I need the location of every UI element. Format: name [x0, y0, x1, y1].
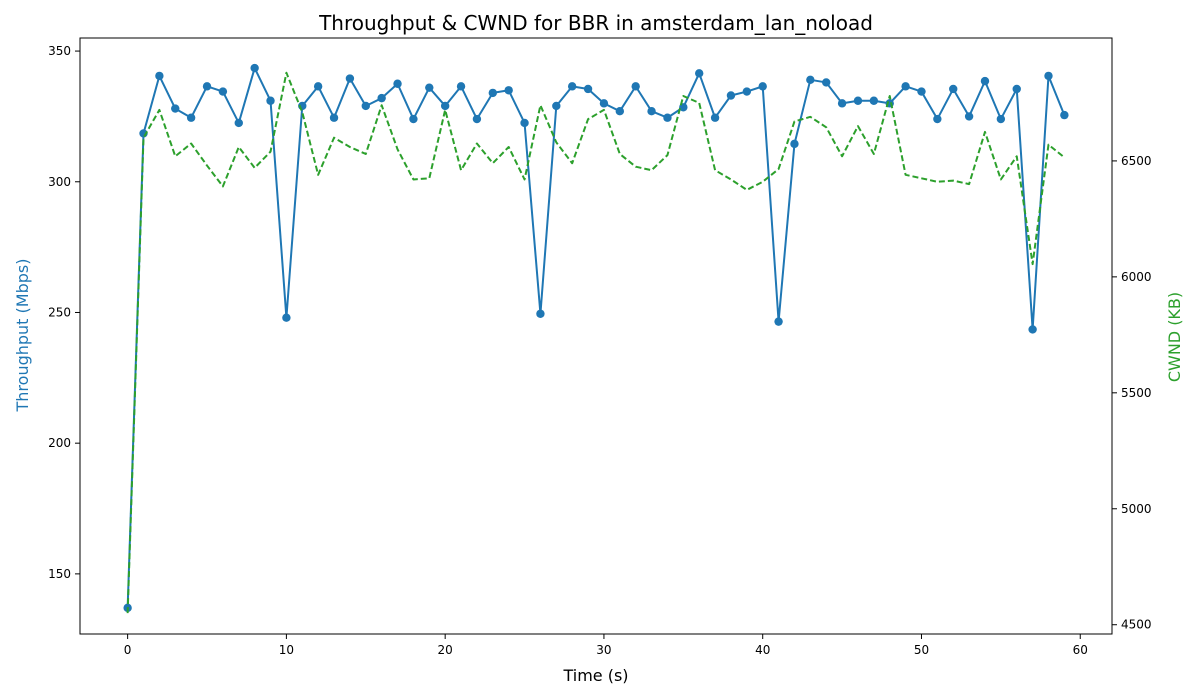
throughput-point — [901, 82, 910, 91]
plot-area — [123, 63, 1069, 614]
throughput-point — [504, 86, 513, 95]
throughput-point — [980, 76, 990, 86]
y-right-tick-label: 4500 — [1121, 618, 1152, 632]
x-tick-label: 20 — [438, 643, 453, 657]
throughput-point — [933, 114, 942, 124]
throughput-point — [171, 104, 180, 113]
throughput-point — [425, 83, 434, 92]
throughput-point — [472, 114, 482, 124]
throughput-point — [361, 101, 370, 111]
throughput-point — [710, 113, 720, 122]
y-right-tick-label: 6500 — [1121, 154, 1152, 168]
throughput-point — [695, 69, 704, 78]
throughput-point — [806, 75, 815, 85]
throughput-point — [599, 99, 609, 108]
throughput-point — [1044, 71, 1053, 81]
throughput-point — [1028, 325, 1037, 334]
x-tick-label: 50 — [914, 643, 929, 657]
throughput-point — [488, 88, 497, 98]
x-tick-label: 0 — [124, 643, 132, 657]
x-axis-label: Time (s) — [562, 666, 628, 685]
y-left-tick-label: 150 — [48, 567, 71, 581]
plot-frame — [79, 37, 1113, 635]
throughput-point — [837, 99, 847, 108]
throughput-point — [615, 106, 625, 116]
y-right-tick-label: 5000 — [1121, 502, 1152, 516]
throughput-point — [202, 82, 212, 91]
throughput-point — [822, 78, 831, 87]
throughput-point — [393, 79, 402, 88]
throughput-point — [409, 114, 418, 124]
throughput-point — [964, 112, 974, 121]
cwnd-line — [126, 71, 1065, 614]
throughput-point — [345, 74, 355, 83]
x-tick-label: 10 — [279, 643, 294, 657]
throughput-point — [631, 82, 640, 91]
y-axis-right-label: CWND (KB) — [1165, 292, 1184, 382]
throughput-point — [1060, 110, 1069, 120]
throughput-point — [329, 113, 339, 122]
chart-title: Throughput & CWND for BBR in amsterdam_l… — [318, 11, 873, 35]
throughput-point — [552, 101, 561, 111]
y-left-tick-label: 300 — [48, 175, 71, 189]
throughput-point — [234, 118, 243, 128]
throughput-point — [1012, 84, 1021, 94]
throughput-point — [456, 82, 466, 91]
throughput-point — [742, 87, 752, 96]
y-right-tick-label: 6000 — [1121, 270, 1152, 284]
throughput-point — [567, 82, 577, 91]
y-axis-left-label: Throughput (Mbps) — [13, 259, 32, 413]
throughput-point — [377, 93, 386, 103]
throughput-point — [583, 84, 593, 94]
throughput-point — [250, 63, 259, 73]
throughput-point — [186, 113, 196, 122]
throughput-point — [440, 101, 450, 111]
throughput-point — [520, 118, 529, 128]
throughput-point — [218, 87, 228, 96]
throughput-point — [282, 313, 291, 322]
x-tick-label: 40 — [755, 643, 770, 657]
y-left-tick-label: 200 — [48, 436, 71, 450]
throughput-point — [949, 84, 958, 94]
axes: 0 10 20 30 40 50 60 150 200 250 300 350 4500 5000 5500… — [48, 37, 1152, 657]
throughput-point — [774, 317, 783, 326]
throughput-point — [663, 113, 672, 122]
throughput-point — [996, 114, 1006, 124]
throughput-point — [536, 309, 545, 318]
throughput-point — [917, 87, 926, 96]
x-tick-label: 60 — [1073, 643, 1088, 657]
y-left-tick-label: 350 — [48, 44, 71, 58]
throughput-point — [790, 139, 799, 149]
throughput-point — [647, 106, 656, 116]
throughput-point — [726, 91, 736, 100]
y-left-tick-label: 250 — [48, 305, 71, 319]
throughput-point — [853, 96, 863, 105]
throughput-point — [266, 96, 275, 105]
x-tick-label: 30 — [596, 643, 611, 657]
throughput-point — [155, 71, 164, 81]
y-right-tick-label: 5500 — [1121, 386, 1152, 400]
throughput-point — [869, 96, 879, 105]
throughput-point — [313, 82, 323, 91]
throughput-point — [758, 82, 767, 91]
